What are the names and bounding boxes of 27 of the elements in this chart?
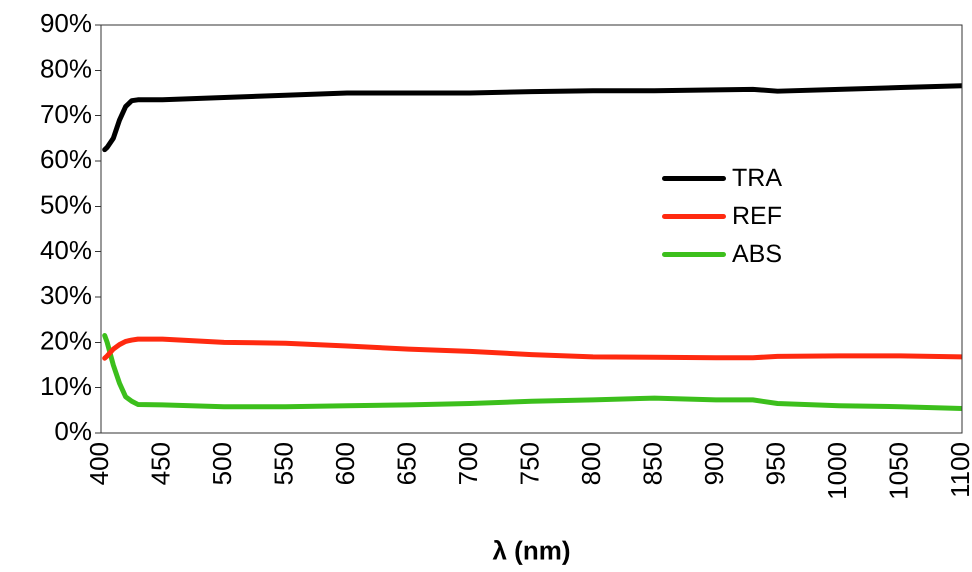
y-tick-label: 30% <box>40 280 92 310</box>
x-tick-label: 650 <box>392 442 422 486</box>
x-tick-label: 500 <box>207 442 238 486</box>
x-tick-label: 700 <box>453 442 484 486</box>
x-tick-label: 750 <box>514 442 545 486</box>
y-tick-label: 20% <box>40 326 92 356</box>
x-tick-label: 800 <box>576 442 606 486</box>
legend-label: ABS <box>732 240 782 270</box>
x-tick-label: 1100 <box>945 442 972 498</box>
y-tick-label: 60% <box>40 144 92 174</box>
x-tick-label: 600 <box>330 442 360 486</box>
y-tick-label: 70% <box>40 98 92 129</box>
x-tick-label: 950 <box>760 442 791 486</box>
x-axis-title: λ (nm) <box>492 536 570 566</box>
y-tick-label: 40% <box>40 234 92 265</box>
y-tick-label: 90% <box>40 8 92 38</box>
x-tick-label: 900 <box>699 442 730 486</box>
x-tick-label: 550 <box>268 442 299 486</box>
legend-label: REF <box>732 202 782 232</box>
y-tick-label: 50% <box>40 190 92 220</box>
legend-label: TRA <box>732 164 782 194</box>
y-tick-label: 80% <box>40 54 92 84</box>
x-tick-label: 850 <box>638 442 668 486</box>
x-tick-label: 450 <box>146 442 176 486</box>
x-tick-label: 1050 <box>884 442 914 500</box>
y-tick-label: 10% <box>40 370 92 401</box>
x-tick-label: 1000 <box>822 442 852 500</box>
